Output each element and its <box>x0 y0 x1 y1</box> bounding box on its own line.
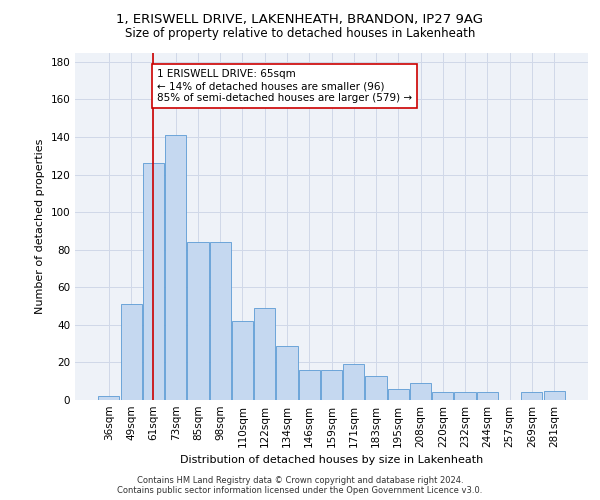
Text: 1 ERISWELL DRIVE: 65sqm
← 14% of detached houses are smaller (96)
85% of semi-de: 1 ERISWELL DRIVE: 65sqm ← 14% of detache… <box>157 70 412 102</box>
Bar <box>388 388 409 400</box>
Text: Contains HM Land Registry data © Crown copyright and database right 2024.: Contains HM Land Registry data © Crown c… <box>137 476 463 485</box>
Bar <box>277 346 298 400</box>
Bar <box>209 242 231 400</box>
Text: 1, ERISWELL DRIVE, LAKENHEATH, BRANDON, IP27 9AG: 1, ERISWELL DRIVE, LAKENHEATH, BRANDON, … <box>116 12 484 26</box>
Bar <box>143 164 164 400</box>
Bar <box>343 364 364 400</box>
X-axis label: Distribution of detached houses by size in Lakenheath: Distribution of detached houses by size … <box>180 456 483 466</box>
Bar <box>410 383 431 400</box>
Bar <box>187 242 209 400</box>
Bar <box>321 370 342 400</box>
Bar <box>365 376 386 400</box>
Y-axis label: Number of detached properties: Number of detached properties <box>35 138 45 314</box>
Bar <box>121 304 142 400</box>
Bar <box>98 396 119 400</box>
Bar <box>521 392 542 400</box>
Bar <box>544 390 565 400</box>
Bar <box>232 321 253 400</box>
Bar <box>454 392 476 400</box>
Bar <box>165 135 186 400</box>
Bar <box>432 392 454 400</box>
Bar <box>254 308 275 400</box>
Text: Size of property relative to detached houses in Lakenheath: Size of property relative to detached ho… <box>125 28 475 40</box>
Text: Contains public sector information licensed under the Open Government Licence v3: Contains public sector information licen… <box>118 486 482 495</box>
Bar <box>299 370 320 400</box>
Bar <box>477 392 498 400</box>
